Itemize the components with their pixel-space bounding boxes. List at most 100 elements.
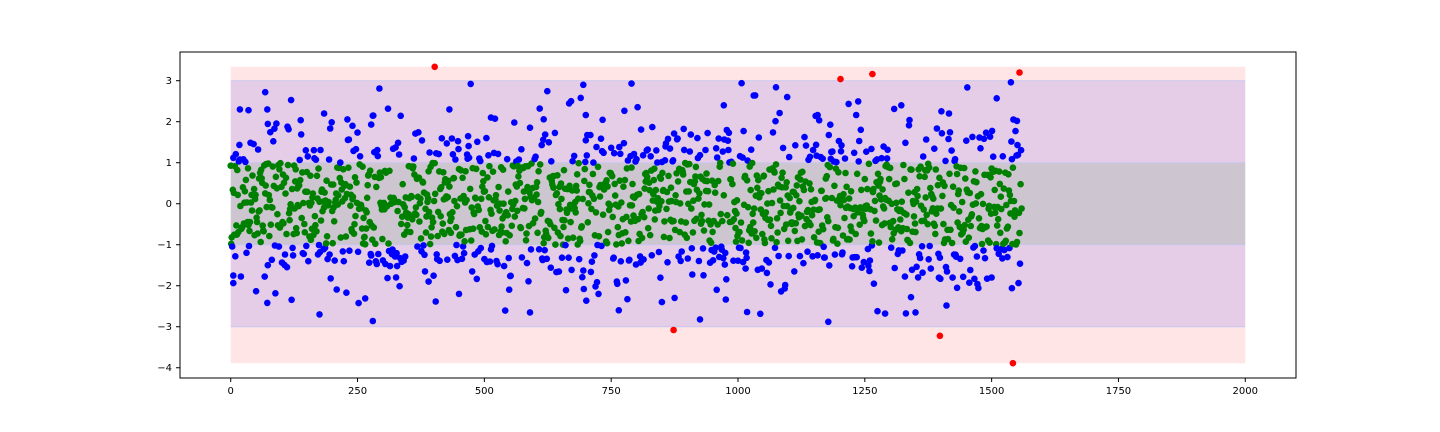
data-point-mid bbox=[633, 155, 640, 163]
data-point-mid bbox=[452, 156, 459, 163]
data-point-inner bbox=[786, 194, 793, 202]
data-point-mid bbox=[261, 88, 269, 96]
data-point-inner bbox=[912, 228, 919, 236]
data-point-mid bbox=[464, 132, 472, 140]
data-point-mid bbox=[912, 309, 919, 316]
data-point-mid bbox=[297, 131, 305, 138]
data-point-mid bbox=[913, 263, 920, 271]
data-point-mid bbox=[772, 84, 780, 91]
data-point-inner bbox=[667, 184, 675, 191]
data-point-mid bbox=[709, 257, 717, 264]
data-point-inner bbox=[515, 173, 522, 180]
data-point-inner bbox=[609, 213, 616, 221]
data-point-mid bbox=[800, 259, 807, 267]
data-point-mid bbox=[647, 153, 654, 160]
data-point-inner bbox=[579, 195, 587, 203]
x-tick-label: 1750 bbox=[1106, 386, 1131, 397]
data-point-inner bbox=[628, 202, 636, 209]
data-point-inner bbox=[441, 230, 448, 238]
data-point-inner bbox=[651, 165, 658, 172]
data-point-mid bbox=[914, 274, 922, 281]
data-point-mid bbox=[919, 153, 927, 160]
data-point-inner bbox=[847, 188, 855, 195]
data-point-inner bbox=[875, 239, 883, 246]
data-point-inner bbox=[254, 230, 261, 237]
data-point-mid bbox=[373, 260, 381, 268]
data-point-inner bbox=[777, 209, 784, 217]
data-point-inner bbox=[282, 174, 290, 182]
data-point-inner bbox=[646, 231, 654, 239]
data-point-mid bbox=[926, 242, 933, 250]
data-point-mid bbox=[582, 158, 589, 166]
data-point-inner bbox=[321, 189, 328, 196]
data-point-inner bbox=[773, 215, 781, 222]
data-point-inner bbox=[640, 213, 648, 221]
data-point-inner bbox=[965, 234, 973, 241]
data-point-inner bbox=[537, 208, 545, 216]
data-point-mid bbox=[270, 138, 277, 145]
data-point-inner bbox=[266, 232, 273, 240]
data-point-inner bbox=[323, 177, 330, 184]
data-point-mid bbox=[720, 254, 727, 262]
data-point-inner bbox=[345, 164, 352, 171]
x-tick-label: 1000 bbox=[725, 386, 750, 397]
data-point-inner bbox=[877, 175, 884, 183]
data-point-inner bbox=[1006, 191, 1014, 199]
data-point-inner bbox=[459, 174, 466, 182]
data-point-mid bbox=[297, 116, 305, 124]
data-point-mid bbox=[600, 149, 607, 157]
data-point-inner bbox=[585, 200, 592, 207]
data-point-inner bbox=[308, 199, 315, 206]
data-point-inner bbox=[846, 236, 853, 243]
data-point-mid bbox=[547, 264, 555, 272]
data-point-inner bbox=[761, 239, 769, 247]
data-point-mid bbox=[658, 298, 666, 306]
data-point-mid bbox=[474, 138, 481, 146]
data-point-inner bbox=[953, 170, 961, 178]
data-point-mid bbox=[327, 275, 335, 282]
data-point-inner bbox=[277, 159, 284, 167]
data-point-inner bbox=[1010, 197, 1018, 205]
data-point-inner bbox=[267, 221, 275, 228]
data-point-mid bbox=[616, 143, 623, 151]
data-point-inner bbox=[1003, 201, 1010, 209]
data-point-mid bbox=[825, 318, 832, 326]
data-point-mid bbox=[757, 310, 764, 318]
data-point-mid bbox=[494, 260, 501, 268]
data-point-inner bbox=[1011, 213, 1018, 220]
data-point-mid bbox=[1008, 284, 1016, 292]
data-point-inner bbox=[412, 204, 420, 211]
data-point-inner bbox=[703, 170, 710, 177]
data-point-inner bbox=[717, 210, 725, 218]
y-tick-label: 3 bbox=[166, 76, 172, 87]
data-point-mid bbox=[769, 129, 777, 136]
data-point-inner bbox=[960, 164, 968, 172]
data-point-mid bbox=[916, 254, 924, 262]
data-point-mid bbox=[264, 261, 272, 269]
data-point-mid bbox=[791, 268, 798, 275]
data-point-inner bbox=[823, 172, 831, 180]
data-point-mid bbox=[331, 257, 339, 264]
data-point-mid bbox=[785, 153, 793, 161]
data-point-mid bbox=[426, 149, 433, 156]
data-point-mid bbox=[993, 95, 1000, 102]
data-point-inner bbox=[696, 190, 703, 197]
data-point-inner bbox=[445, 177, 452, 185]
data-point-inner bbox=[914, 192, 921, 200]
data-point-mid bbox=[890, 105, 898, 113]
data-point-inner bbox=[448, 214, 455, 222]
data-point-mid bbox=[1001, 246, 1008, 254]
data-point-inner bbox=[709, 228, 716, 236]
data-point-mid bbox=[694, 134, 701, 142]
data-point-mid bbox=[850, 149, 858, 157]
data-point-mid bbox=[855, 158, 862, 165]
data-point-mid bbox=[590, 159, 597, 166]
data-point-inner bbox=[700, 227, 708, 234]
data-point-mid bbox=[680, 146, 688, 154]
data-point-mid bbox=[232, 252, 239, 260]
data-point-inner bbox=[452, 223, 460, 231]
data-point-inner bbox=[296, 176, 304, 184]
data-point-inner bbox=[276, 166, 283, 173]
data-point-mid bbox=[562, 286, 570, 294]
data-point-inner bbox=[611, 192, 619, 199]
